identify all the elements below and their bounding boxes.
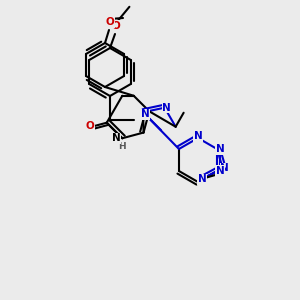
Text: N: N bbox=[141, 109, 149, 119]
Text: N: N bbox=[194, 131, 202, 141]
Text: N: N bbox=[216, 166, 224, 176]
Text: O: O bbox=[106, 17, 114, 27]
Text: N: N bbox=[112, 133, 121, 143]
Text: N: N bbox=[220, 164, 229, 173]
Text: N: N bbox=[198, 175, 206, 184]
Text: H: H bbox=[118, 142, 126, 151]
Text: N: N bbox=[216, 144, 224, 154]
Text: N: N bbox=[162, 103, 171, 113]
Text: O: O bbox=[86, 121, 94, 130]
Text: O: O bbox=[112, 21, 120, 31]
